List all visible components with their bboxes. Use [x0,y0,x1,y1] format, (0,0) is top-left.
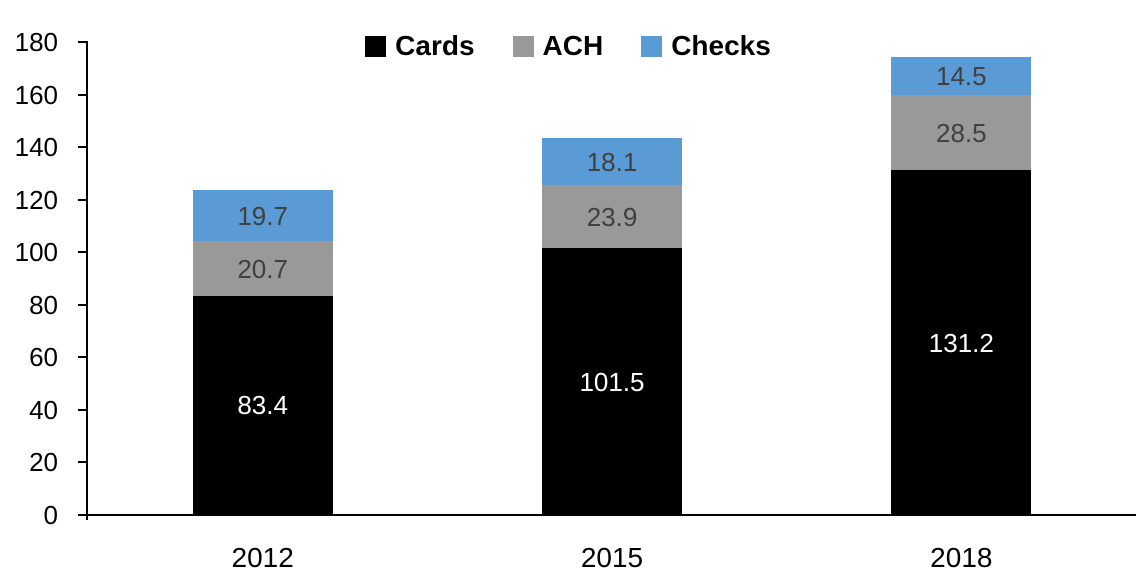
y-axis-tick-label: 180 [14,27,58,57]
legend-swatch-icon [512,35,534,57]
x-axis-category-label: 2018 [930,542,993,573]
bar-segment-checks-2018: 14.5 [891,57,1032,96]
y-axis-tick-label: 140 [14,132,58,163]
y-axis-tick [78,461,88,464]
legend-label: Cards [395,30,475,61]
y-axis-tick-label: 120 [14,184,58,215]
bar-segment-cards-2015: 101.5 [542,248,682,515]
y-axis-tick-label: 40 [29,394,58,425]
y-axis-tick-label: 60 [29,342,58,373]
y-axis-tick-label: 0 [43,500,58,530]
legend-item-ach: ACH [512,30,604,61]
chart-legend: Cards ACH Checks [0,28,1136,64]
y-axis-tick [78,408,88,411]
y-axis-tick [78,146,88,149]
y-axis-tick [78,303,88,306]
bar-segment-ach-2015: 23.9 [542,185,682,249]
y-axis-tick-label: 80 [29,289,58,320]
data-label: 101.5 [579,366,645,397]
data-label: 14.5 [936,61,987,92]
y-axis-tick-label: 160 [14,79,58,110]
bar-segment-checks-2015: 18.1 [542,137,682,186]
y-axis-tick [78,41,88,43]
x-axis-category-label: 2015 [580,542,644,573]
bar-segment-ach-2012: 20.7 [192,241,333,296]
legend-swatch-icon [365,35,387,57]
data-label: 83.4 [237,390,288,421]
data-label: 20.7 [237,253,288,284]
data-label: 19.7 [237,200,288,231]
y-axis-tick [78,251,88,254]
legend-swatch-icon [641,35,663,57]
y-axis [86,42,88,520]
legend-item-cards: Cards [365,30,475,61]
y-axis-tick [78,198,88,201]
bar-segment-checks-2012: 19.7 [192,189,333,242]
y-axis-tick-label: 20 [29,447,58,478]
bar-segment-cards-2012: 83.4 [192,295,333,515]
x-axis-category-label: 2012 [231,542,294,573]
data-label: 18.1 [586,146,638,177]
legend-label: ACH [542,30,604,61]
legend-item-checks: Checks [641,32,771,60]
bar-segment-cards-2018: 131.2 [891,170,1032,515]
data-label: 131.2 [928,327,994,358]
data-label: 23.9 [586,201,638,232]
bar-segment-ach-2018: 28.5 [891,95,1032,171]
x-axis [78,514,1136,516]
legend-label: Checks [671,30,771,61]
y-axis-tick-label: 100 [14,237,58,268]
y-axis-tick [78,514,88,516]
data-label: 28.5 [936,117,987,148]
y-axis-tick [78,93,88,96]
y-axis-tick [78,356,88,359]
